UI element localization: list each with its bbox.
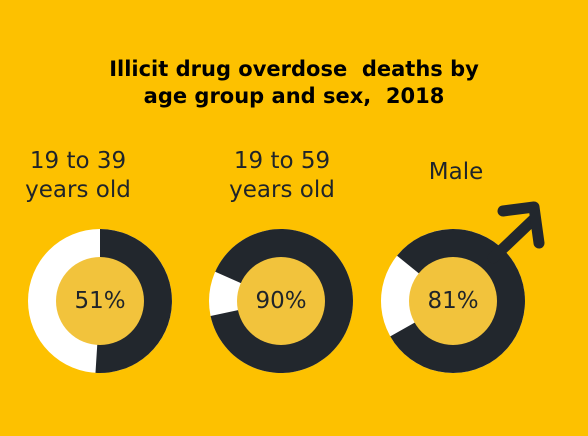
donut-chart (28, 229, 172, 373)
male-symbol-icon (487, 201, 545, 264)
chart-title: Illicit drug overdose deaths by age grou… (109, 57, 479, 108)
donut-chart (381, 229, 525, 374)
label-age-19-59: 19 to 59 years old (229, 148, 335, 203)
donut-center (237, 257, 325, 345)
donut-center (56, 257, 144, 345)
donut-value-label: 81% (427, 288, 479, 314)
donut-center (409, 257, 497, 345)
donut-chart (209, 228, 353, 373)
donut-value-label: 51% (74, 288, 126, 314)
label-male: Male (428, 159, 484, 185)
donut-value-label: 90% (255, 288, 307, 314)
label-age-19-39: 19 to 39 years old (25, 148, 131, 203)
